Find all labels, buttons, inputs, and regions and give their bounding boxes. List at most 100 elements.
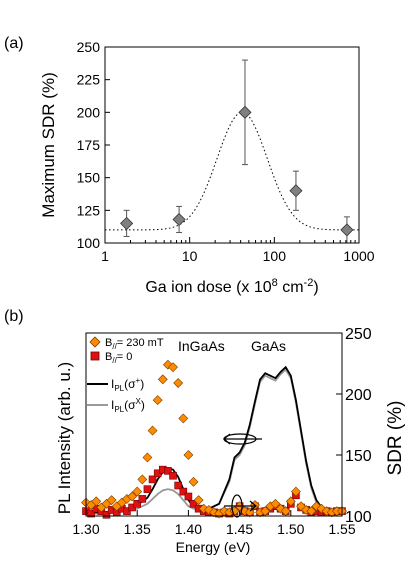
annotation-gaas: GaAs xyxy=(251,338,286,354)
panel-b-series xyxy=(81,359,347,519)
data-point-diamond xyxy=(91,496,102,507)
data-point-diamond xyxy=(132,486,143,497)
y-tick-label: 175 xyxy=(77,137,101,153)
data-point-diamond xyxy=(127,491,138,502)
legend-ipl-plus-end: ) xyxy=(140,377,144,391)
legend-item-ipl-x: IPL(σX) xyxy=(87,397,145,414)
data-point-diamond xyxy=(285,496,296,507)
x-tick-label: 1.35 xyxy=(124,521,151,537)
x-tick-label: 1 xyxy=(101,248,109,264)
legend-item-b0: B//= 0 xyxy=(90,351,132,365)
panel-a-xlabel-sup2: -2 xyxy=(304,277,314,289)
legend-ipl-x-sub: PL xyxy=(114,405,124,414)
panel-a-frame xyxy=(104,46,360,244)
x-tick-label: 1.30 xyxy=(72,521,99,537)
y-tick-label-right: 100 xyxy=(345,509,372,526)
legend-ipl-x-end: ) xyxy=(141,398,145,412)
panel-a-y-ticks: 100 125 150 175 200 225 250 xyxy=(77,39,110,251)
legend-ipl-plus-rest: (σ xyxy=(124,377,136,391)
data-point-diamond xyxy=(203,504,214,515)
panel-b-ylabel-right: SDR (%) xyxy=(385,401,406,476)
data-point-square xyxy=(179,487,188,496)
legend-b230-sub: // xyxy=(112,342,117,351)
panel-a-fit-curve xyxy=(105,111,359,231)
data-point-diamond xyxy=(106,495,117,506)
data-point-diamond xyxy=(238,105,252,119)
data-point-diamond xyxy=(244,507,255,518)
panel-a-ylabel: Maximum SDR (%) xyxy=(39,72,58,217)
panel-a-label: (a) xyxy=(4,35,24,52)
data-point-square xyxy=(87,509,95,518)
series-line-ipl-plus xyxy=(86,365,343,514)
data-point-square xyxy=(169,471,177,480)
legend-diamond-marker xyxy=(89,336,101,348)
data-point-diamond xyxy=(168,362,178,373)
legend-ipl-plus-label: I xyxy=(111,377,114,391)
data-point-square xyxy=(184,492,193,501)
x-tick-label: 1.50 xyxy=(277,521,304,537)
legend-ipl-plus-sup: + xyxy=(136,376,141,385)
data-point-square xyxy=(102,510,111,519)
panel-b-x-ticks: 1.30 1.35 1.40 1.45 1.50 1.55 xyxy=(72,510,356,537)
data-point-square xyxy=(138,495,147,503)
data-point-diamond xyxy=(142,452,153,463)
x-tick-label: 1.40 xyxy=(175,521,202,537)
x-tick-label: 10 xyxy=(182,248,198,264)
y-tick-label: 250 xyxy=(77,39,101,55)
legend-item-ipl-plus: IPL(σ+) xyxy=(87,376,144,393)
data-point-diamond xyxy=(157,374,168,385)
legend-ipl-plus-sub: PL xyxy=(114,384,124,393)
data-point-diamond xyxy=(289,184,303,198)
data-point-diamond xyxy=(340,223,354,237)
data-point-square xyxy=(148,475,157,484)
legend-square-marker xyxy=(90,351,100,361)
panel-a-points xyxy=(120,59,354,244)
y-tick-label: 100 xyxy=(77,235,101,251)
data-point-diamond xyxy=(290,486,301,497)
data-point-diamond xyxy=(173,378,184,388)
y-tick-label-right: 250 xyxy=(345,326,372,343)
legend-b0-label: B xyxy=(105,351,112,363)
panel-a-xlabel-main: Ga ion dose (x 10 xyxy=(145,279,271,296)
y-tick-label: 150 xyxy=(77,170,101,186)
svg-text:B//= 230 mT: B//= 230 mT xyxy=(105,337,164,351)
legend-item-b230: B//= 230 mT xyxy=(89,336,164,351)
legend-b230-label: B xyxy=(105,337,112,349)
y-tick-label: 200 xyxy=(77,104,101,120)
panel-b-xlabel: Energy (eV) xyxy=(176,539,251,555)
panel-b-legend: B//= 230 mT B//= 0 IPL(σ+) IPL(σX) xyxy=(87,336,164,414)
panel-a-xlabel: Ga ion dose (x 108 cm-2) xyxy=(145,277,318,296)
svg-text:IPL(σ+): IPL(σ+) xyxy=(111,376,144,393)
legend-b0-sub: // xyxy=(112,356,117,365)
data-point-diamond xyxy=(193,495,204,506)
data-point-diamond xyxy=(172,212,186,227)
data-point-diamond xyxy=(147,425,158,436)
data-point-diamond xyxy=(183,450,194,460)
legend-b0-rest: = 0 xyxy=(117,351,133,363)
y-tick-label: 125 xyxy=(77,202,101,218)
data-point-square xyxy=(143,485,152,493)
x-tick-label: 1.45 xyxy=(226,521,253,537)
panel-a-x-ticks: 1 10 100 1000 xyxy=(101,237,375,264)
x-tick-label: 100 xyxy=(263,248,287,264)
data-point-diamond xyxy=(137,474,148,485)
data-point-diamond xyxy=(178,413,189,424)
data-point-diamond xyxy=(120,216,134,230)
svg-text:B//= 0: B//= 0 xyxy=(105,351,132,365)
y-tick-label-right: 150 xyxy=(345,448,372,465)
data-point-square xyxy=(189,499,198,508)
panel-b-frame xyxy=(85,332,343,517)
panel-b: (b) PL Intensity (arb. u.) SDR (%) 1.30 1… xyxy=(4,308,406,555)
svg-text:IPL(σX): IPL(σX) xyxy=(111,397,145,414)
data-point-diamond xyxy=(188,476,199,487)
arrow-right-loop-icon xyxy=(224,494,257,518)
data-point-diamond xyxy=(270,498,281,509)
panel-a-xlabel-sup1: 8 xyxy=(272,277,278,289)
panel-a-xlabel-mid: cm xyxy=(278,279,304,296)
data-point-diamond xyxy=(152,395,163,406)
x-tick-label: 1000 xyxy=(343,248,374,264)
legend-b230-rest: = 230 mT xyxy=(117,337,164,349)
y-tick-label: 225 xyxy=(77,72,101,88)
panel-b-y-ticks-right: 100 150 200 250 xyxy=(336,326,372,526)
panel-a-xlabel-end: ) xyxy=(313,279,318,296)
